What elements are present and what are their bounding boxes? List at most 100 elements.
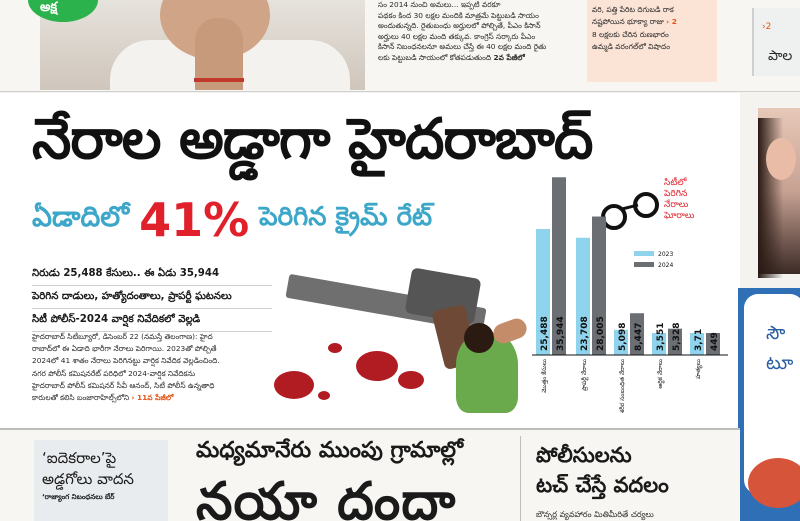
teaser-line: అడ్డగోలు వాదన [42,470,134,488]
bottom-row: ‘ఐదెకరాల’పై అడ్డగోలు వాదన ‘రాజ్యాంగ నిబం… [0,428,740,521]
legend-swatch-2023 [634,251,654,256]
crime-illustration [268,253,530,428]
legend-label-2023: 2023 [658,251,673,258]
pink-line: నష్టపోయిన భూక్యా రాజు › 2 [592,16,712,28]
story2-big-headline[interactable]: నయా దందా [196,472,457,521]
bar-value-label: 25,488 [540,316,550,351]
subhead-left: ఏడాదిలో [32,200,130,233]
story-body: హైదరాబాద్ సిటీబ్యూరో, డిసెంబర్ 22 (నమస్త… [32,331,270,404]
subhead-percent: 41% [139,193,250,247]
section-logo-badge: అక్ష [28,0,98,22]
bar-2023 [576,237,590,355]
column-rule [520,436,521,521]
bar-2023 [652,333,666,355]
body-line-text: కారులతో కలిసి బంజారాహిల్స్‌లోని [32,393,130,403]
section-logo-text: అక్ష [40,0,58,15]
blood-splatter [398,371,424,389]
brief-line-text: లకు పెట్టుబడి సాయంలో కోతపడుతుంది [378,52,492,62]
bar-value-label: 5,098 [618,323,628,351]
story3-line: టచ్ చేస్తే వదలం [536,473,669,497]
chart-title: సిటీలో [664,176,687,188]
kicker-line: సిటీ పోలీస్-2024 వార్షిక నివేదికలో వెల్ల… [32,309,272,332]
category-label: ఆర్థిక నేరాలు [657,359,665,389]
pink-teaser-box[interactable]: వరి, పత్తి పేరిట దిగుబడి రాక నష్టపోయిన భ… [587,0,717,82]
category-label: శరీర సంబంధిత నేరాలు [618,359,626,413]
blood-splatter [318,391,330,400]
bar-value-label: 5,328 [672,323,682,351]
pink-line: వరి, పత్తి పేరిట దిగుబడి రాక [592,5,674,14]
kicker-line: నిరుడు 25,488 కేసులు.. ఈ ఏడు 35,944 [32,263,272,286]
blood-splatter [274,371,314,399]
pink-line: 8 లక్షలకు చేరిన రుణభారం [592,29,669,39]
chart-title: ఘోరాలు [663,211,694,221]
advertisement[interactable]: సౌ టూ [738,288,800,521]
body-line: హైదరాబాద్ సిటీబ్యూరో, డిసెంబర్ 22 (నమస్త… [32,332,213,341]
right-teaser-num: ›2 [762,22,772,32]
top-strip: అక్ష సం 2014 నుంచి అమలు... ఇప్పటి వరకూ ప… [0,0,800,92]
brief-line: అర్హులు 40 లక్షల మంది తక్కువ. కాంగ్రెస్ … [378,31,536,41]
blood-splatter [356,351,398,381]
bar-value-label: 35,944 [556,316,566,351]
crime-chart: సిటీలో పెరిగిన నేరాలు ఘోరాలు 2023 2024 25,488 3… [530,165,730,428]
side-teaser-photo[interactable] [758,108,800,278]
subheadline: ఏడాదిలో 41% పెరిగిన క్రైమ్ రేట్ [32,193,433,247]
teaser-line: ‘రాజ్యాంగ నిబంధనలు బేర్ [42,493,115,501]
legend-swatch-2024 [634,262,654,267]
body-page-ref[interactable]: › 11వ పేజీలో [131,393,174,403]
handcuffs-icon-ring [633,192,659,218]
bar-value-label: 449 [710,332,720,351]
body-line: రాబాద్‌లో ఈ ఏడాది భారీగా నేరాలు పెరిగాయి… [32,344,217,354]
body-line: 2024లో 41 శాతం నేరాలు పెరిగినట్టు వార్షి… [32,356,220,366]
bar-2023 [536,228,550,355]
kicker-lines: నిరుడు 25,488 కేసులు.. ఈ ఏడు 35,944 పెరి… [32,263,272,332]
blood-splatter [328,343,342,353]
body-line: నగర పోలీస్ కమిషనరేట్ పరిధిలో 2024-వార్షి… [32,368,196,378]
pink-line-text: నష్టపోయిన భూక్యా రాజు [592,17,664,27]
body-line: హైదరాబాద్ పోలీస్ కమిషనర్ సీవీ ఆనంద్, సిట… [32,380,215,390]
teaser-line: ‘ఐదెకరాల’పై [42,449,117,467]
legend-label-2024: 2024 [658,262,673,269]
story3-headline[interactable]: పోలీసులను టచ్ చేస్తే వదలం [536,440,669,500]
body-page-ref-text: 11వ పేజీలో [137,393,174,403]
crime-chart-svg: సిటీలోపెరిగిననేరాలుఘోరాలు 2023 2024 25,488 3… [532,176,728,413]
pink-line: ఉమ్మడి వరంగల్‌లో విషాదం [592,42,670,52]
top-brief-story[interactable]: సం 2014 నుంచి అమలు... ఇప్పటి వరకూ పథకం క… [378,0,556,64]
brief-line: లకు పెట్టుబడి సాయంలో కోతపడుతుంది 2వ పేజీ… [378,53,556,64]
subhead-right: పెరిగిన క్రైమ్ రేట్ [259,202,433,232]
bar-value-label: 8,447 [634,323,644,351]
right-teaser-num-value: 2 [765,22,772,32]
face-shape [766,138,796,180]
kicker-line: పెరిగిన దాడులు, హత్యోదంతాలు, ప్రాపర్టీ ఘ… [32,286,272,309]
right-teaser-text: పాల [768,48,793,64]
ad-swoosh-shape [748,458,800,508]
bar-2024 [668,328,682,355]
pink-page-ref[interactable]: › 2 [666,17,677,27]
story2-headline[interactable]: మధ్యమానేరు ముంపు గ్రామాల్లో [196,438,464,463]
bar-value-label: 3,551 [656,323,666,351]
chart-title: పెరిగిన [663,189,687,199]
bar-value-label: 28,005 [596,316,606,351]
body-line: కారులతో కలిసి బంజారాహిల్స్‌లోని › 11వ పే… [32,392,270,404]
bar-2024 [630,313,644,355]
bottom-teaser-box[interactable]: ‘ఐదెకరాల’పై అడ్డగోలు వాదన ‘రాజ్యాంగ నిబం… [34,440,168,521]
brief-line: అందుతున్నది. రైతుబంధు అర్హులలో పోల్చితే,… [378,21,541,31]
bar-2023 [614,329,628,355]
brief-page-ref[interactable]: 2వ పేజీలో [493,52,525,62]
handcuffs-icon-chain [621,203,639,211]
story3-body-start: బౌన్సర్ల వ్యవహారం మితిమీరితే చర్యలు [536,510,654,519]
main-headline[interactable]: నేరాల అడ్డాగా హైదరాబాద్ [32,107,593,172]
ad-line: సౌ [766,322,786,344]
story3-line: పోలీసులను [536,443,632,467]
ad-line: టూ [766,352,794,374]
bar-value-label: 3,71 [694,329,704,351]
brief-line: కిసాన్ నిబంధనలనూ అమలు చేస్తే ఈ 40 లక్షల … [378,42,547,52]
right-teaser[interactable]: ›2 పాల [752,8,800,76]
bar-2024 [592,216,606,355]
main-story: నేరాల అడ్డాగా హైదరాబాద్ ఏడాదిలో 41% పెరిగి… [0,93,740,428]
bracelet-shape [194,78,244,82]
category-label: హత్యలు [695,359,703,379]
politician-photo [40,0,365,90]
bar-value-label: 23,708 [580,316,590,351]
bar-2023 [690,333,704,355]
bar-2024 [552,177,566,355]
